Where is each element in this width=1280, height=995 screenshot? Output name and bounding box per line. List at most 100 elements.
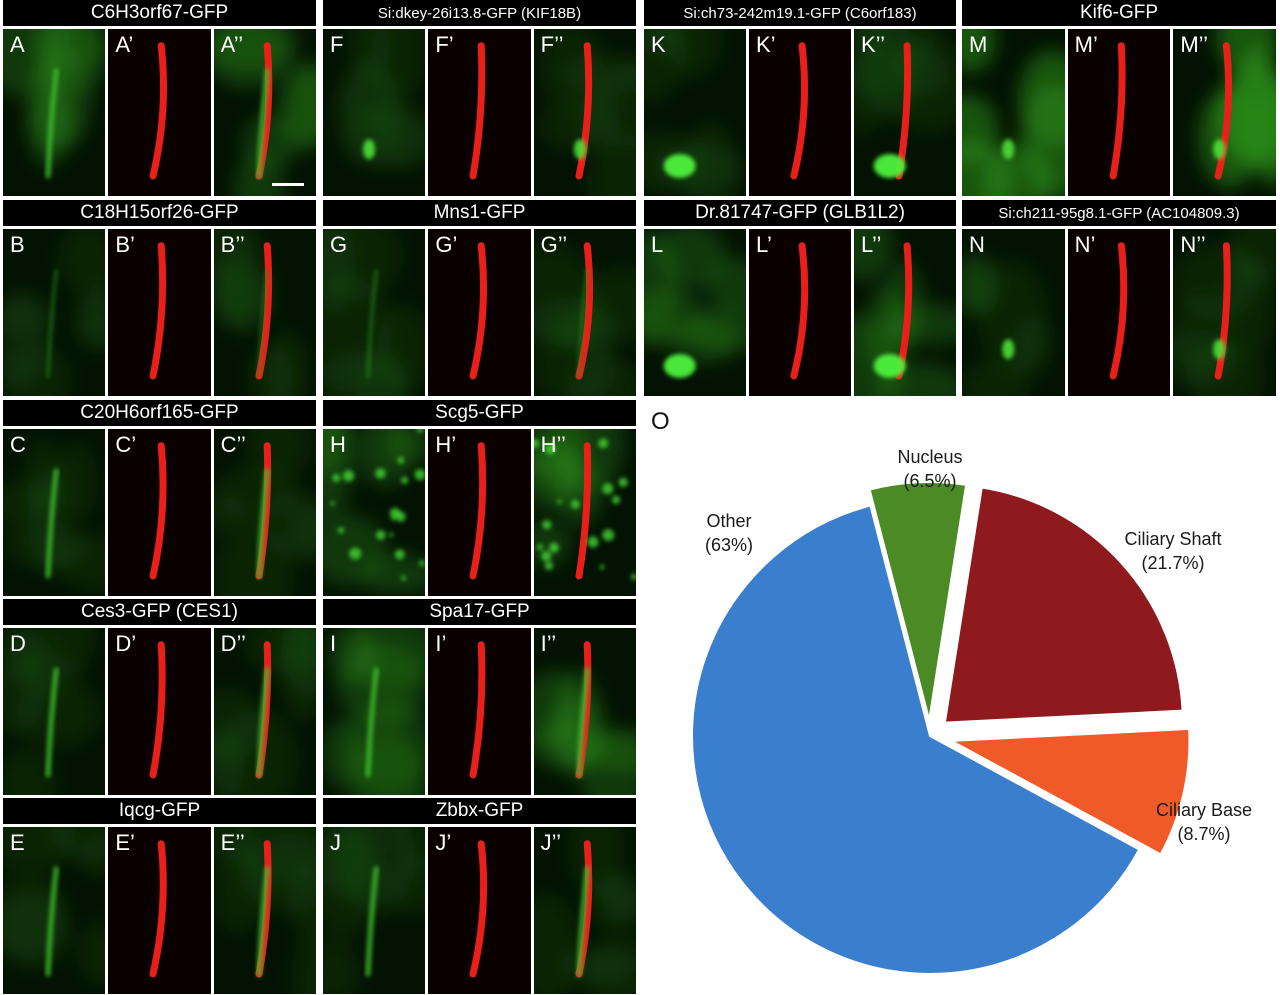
panel-label: J’’ bbox=[540, 830, 562, 855]
gfp-signal bbox=[256, 268, 269, 378]
panel-label: K’’ bbox=[861, 32, 886, 57]
gfp-signal bbox=[873, 353, 906, 378]
panel-label: A’’ bbox=[220, 32, 244, 57]
panel-label: F’ bbox=[435, 32, 454, 57]
gfp-signal bbox=[663, 353, 696, 378]
pie-slice-ciliary-base bbox=[947, 727, 1191, 856]
panel-cilia-marker: C’ bbox=[108, 429, 211, 596]
gfp-signal bbox=[330, 429, 426, 581]
panel-merge: K’’ bbox=[854, 29, 956, 196]
panel-gfp: A bbox=[3, 29, 106, 196]
panel-merge: N’’ bbox=[1173, 229, 1276, 396]
panel-label: H’’ bbox=[540, 432, 566, 457]
panel-label: D’’ bbox=[220, 631, 246, 656]
panel-gfp: J bbox=[323, 827, 426, 994]
panel-label: C bbox=[10, 432, 26, 457]
panel-label: E’’ bbox=[220, 830, 245, 855]
panel-merge: I’’ bbox=[533, 628, 636, 795]
panel-gfp: H bbox=[323, 429, 426, 596]
cilium-signal bbox=[1214, 242, 1232, 380]
panel-header: Si:dkey-26i13.8-GFP (KIF18B) bbox=[323, 0, 636, 26]
panel-label: G bbox=[330, 232, 348, 257]
panel-label: A’ bbox=[115, 32, 134, 57]
gfp-signal bbox=[45, 68, 59, 179]
panel-cilia-marker: E’ bbox=[108, 827, 211, 994]
cilium-signal bbox=[575, 442, 591, 580]
gfp-signal bbox=[576, 866, 590, 977]
panel-header: C6H3orf67-GFP bbox=[3, 0, 316, 26]
gfp-signal bbox=[1213, 339, 1226, 360]
panel-label-O: O bbox=[651, 408, 670, 435]
pie-slice-label: Other bbox=[706, 511, 751, 531]
panel-header: Zbbx-GFP bbox=[323, 798, 636, 824]
panel-label: G’ bbox=[435, 232, 458, 257]
panel-merge: C’’ bbox=[213, 429, 316, 596]
gfp-signal bbox=[365, 866, 379, 977]
gfp-signal bbox=[46, 268, 59, 378]
panel-label: B’’ bbox=[220, 232, 245, 257]
panel-label: A bbox=[10, 32, 25, 57]
pie-chart-panel: Nucleus (6.5%) Ciliary Shaft (21.7%) Ciliary… bbox=[640, 400, 1280, 995]
panel-label: K’ bbox=[756, 32, 776, 57]
panel-header: Si:ch73-242m19.1-GFP (C6orf183) bbox=[644, 0, 956, 26]
gfp-signal bbox=[573, 139, 586, 160]
panel-gfp: L bbox=[644, 229, 746, 396]
gfp-signal bbox=[873, 153, 906, 178]
panel-cilia-marker: H’ bbox=[428, 429, 531, 596]
panel-cilia-marker: I’ bbox=[428, 628, 531, 795]
panel-gfp: B bbox=[3, 229, 106, 396]
gfp-signal bbox=[45, 866, 59, 977]
panel-merge: B’’ bbox=[213, 229, 316, 396]
pie-slice-ciliary-shaft bbox=[943, 486, 1184, 724]
cilium-signal bbox=[469, 42, 486, 180]
pie-slice-label: Ciliary Base bbox=[1156, 800, 1252, 820]
pie-slice-label: Nucleus bbox=[897, 447, 962, 467]
panel-header: Si:ch211-95g8.1-GFP (AC104809.3) bbox=[962, 200, 1276, 226]
panel-header: Iqcg-GFP bbox=[3, 798, 316, 824]
gfp-signal bbox=[366, 268, 379, 378]
cilium-signal bbox=[149, 42, 168, 180]
panel-gfp: I bbox=[323, 628, 426, 795]
gfp-signal bbox=[663, 153, 696, 178]
panel-gfp: C bbox=[3, 429, 106, 596]
panel-cilia-marker: J’ bbox=[428, 827, 531, 994]
panel-label: C’ bbox=[115, 432, 137, 457]
panel-label: L’’ bbox=[861, 232, 882, 257]
panel-gfp: D bbox=[3, 628, 106, 795]
cilium-signal bbox=[1109, 42, 1126, 180]
cilium-signal bbox=[575, 42, 592, 180]
panel-gfp: N bbox=[962, 229, 1065, 396]
panel-label: L bbox=[651, 232, 664, 257]
panel-cilia-marker: G’ bbox=[428, 229, 531, 396]
panel-cilia-marker: L’ bbox=[749, 229, 851, 396]
panel-merge: J’’ bbox=[533, 827, 636, 994]
panel-label: N bbox=[969, 232, 985, 257]
panel-label: D’ bbox=[115, 631, 137, 656]
panel-label: N’ bbox=[1074, 232, 1096, 257]
gfp-signal bbox=[576, 667, 590, 778]
panel-header: Ces3-GFP (CES1) bbox=[3, 599, 316, 625]
panel-label: L’ bbox=[756, 232, 772, 257]
cilium-signal bbox=[149, 840, 168, 978]
panel-label: K bbox=[651, 32, 666, 57]
cilium-signal bbox=[149, 242, 167, 380]
cilium-signal bbox=[469, 442, 487, 580]
cilium-signal bbox=[469, 840, 488, 978]
cilium-signal bbox=[1214, 42, 1233, 180]
panel-label: M’ bbox=[1074, 32, 1098, 57]
gfp-signal bbox=[256, 468, 270, 579]
pie-slice-percent: (21.7%) bbox=[1141, 553, 1204, 573]
panel-label: D bbox=[10, 631, 26, 656]
panel-header: Dr.81747-GFP (GLB1L2) bbox=[644, 200, 956, 226]
gfp-signal bbox=[256, 68, 270, 179]
panel-label: E’ bbox=[115, 830, 135, 855]
panel-label: J’ bbox=[435, 830, 452, 855]
cilium-signal bbox=[255, 242, 272, 380]
panel-cilia-marker: M’ bbox=[1067, 29, 1171, 196]
panel-header: Scg5-GFP bbox=[323, 400, 636, 426]
panel-label: M bbox=[969, 32, 988, 57]
gfp-signal bbox=[45, 667, 59, 778]
cilium-signal bbox=[469, 242, 488, 380]
pie-slice-other bbox=[691, 504, 1141, 975]
